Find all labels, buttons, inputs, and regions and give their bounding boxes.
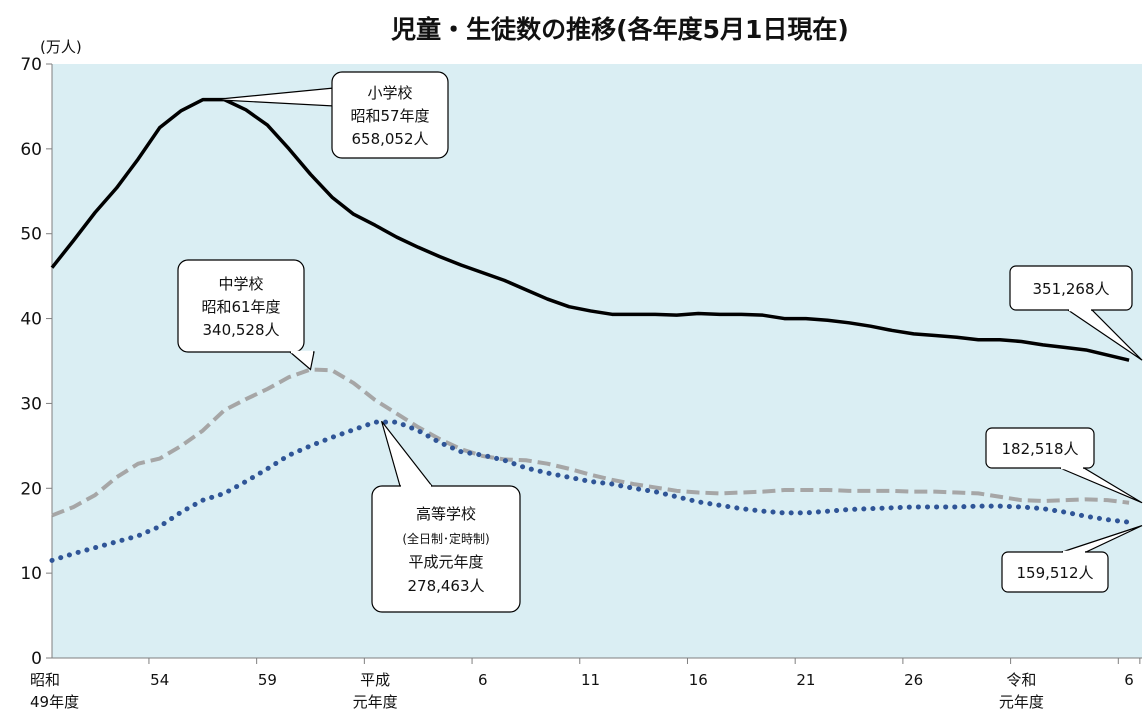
callout-seam (332, 87, 337, 107)
series-line-junior_high (51, 367, 1130, 518)
x-tick-label: 昭和 49年度 (30, 671, 79, 711)
callout-text-line: 高等学校 (416, 505, 476, 523)
callout-box (985, 427, 1095, 469)
x-tick-label-line: 6 (1124, 671, 1134, 689)
y-tick-label: 70 (20, 55, 42, 75)
callout-elementary_latest: 351,268人 (1009, 265, 1143, 361)
x-tick-label: 59 (258, 671, 277, 689)
x-tick-label-line: 16 (689, 671, 708, 689)
callout-text-line: 昭和61年度 (201, 298, 280, 316)
callout-text-line: 351,268人 (1032, 280, 1109, 298)
callout-text-line: 159,512人 (1016, 564, 1093, 582)
callout-box (177, 259, 305, 353)
plot-area (52, 64, 1142, 658)
callout-box (371, 485, 521, 613)
x-tick-label: 21 (796, 671, 815, 689)
callout-text-line: 中学校 (218, 275, 263, 293)
callout-text-line: 小学校 (367, 84, 412, 102)
x-tick-label-line: 11 (581, 671, 600, 689)
x-tick-label-line: 59 (258, 671, 277, 689)
x-tick-label-line: 元年度 (353, 693, 398, 711)
callout-text-line: 658,052人 (351, 130, 428, 148)
x-tick-label: 6 (478, 671, 488, 689)
callout-high_school_peak: 高等学校 (全日制･定時制) 平成元年度 278,463人 (371, 420, 521, 613)
callout-text-line: 278,463人 (407, 577, 484, 595)
y-tick-label: 20 (20, 479, 42, 499)
y-tick-label: 40 (20, 310, 42, 330)
callout-text-line: 182,518人 (1001, 440, 1078, 458)
x-tick-label-line: 54 (150, 671, 169, 689)
chart-title: 児童・生徒数の推移(各年度5月1日現在) (391, 15, 849, 44)
y-tick-label: 60 (20, 140, 42, 160)
x-tick-label-line: 平成 (360, 671, 390, 689)
x-tick-label: 16 (689, 671, 708, 689)
x-tick-label: 11 (581, 671, 600, 689)
series-layer (49, 97, 1132, 563)
callout-text-line: 340,528人 (202, 321, 279, 339)
x-tick-label: 6 (1124, 671, 1134, 689)
series-line-elementary (50, 97, 1130, 362)
callout-text-line: 昭和57年度 (350, 107, 429, 125)
callout-box (331, 71, 449, 159)
callout-text-line: 平成元年度 (408, 553, 483, 571)
x-tick-label-line: 6 (478, 671, 488, 689)
callout-high_school_latest: 159,512人 (1001, 525, 1143, 593)
x-tick-label-line: 令和 (1006, 671, 1036, 689)
callout-box (1001, 551, 1109, 593)
y-tick-label: 10 (20, 564, 42, 584)
x-tick-label-line: 元年度 (999, 693, 1044, 711)
x-tick-label-line: 21 (796, 671, 815, 689)
x-tick-label-line: 49年度 (30, 693, 79, 711)
x-tick-label: 26 (904, 671, 923, 689)
y-tick-label: 50 (20, 225, 42, 245)
x-tick-label: 令和元年度 (999, 671, 1044, 711)
y-tick-label: 30 (20, 394, 42, 414)
x-tick-label: 54 (150, 671, 169, 689)
x-tick-label-line: 昭和 (30, 671, 60, 689)
y-axis-unit: (万人) (40, 38, 82, 56)
callout-junior_high_latest: 182,518人 (985, 427, 1143, 504)
y-tick-label: 0 (31, 649, 42, 669)
x-tick-label-line: 26 (904, 671, 923, 689)
x-tick-label: 平成元年度 (353, 671, 398, 711)
callout-text-line: (全日制･定時制) (402, 531, 489, 546)
